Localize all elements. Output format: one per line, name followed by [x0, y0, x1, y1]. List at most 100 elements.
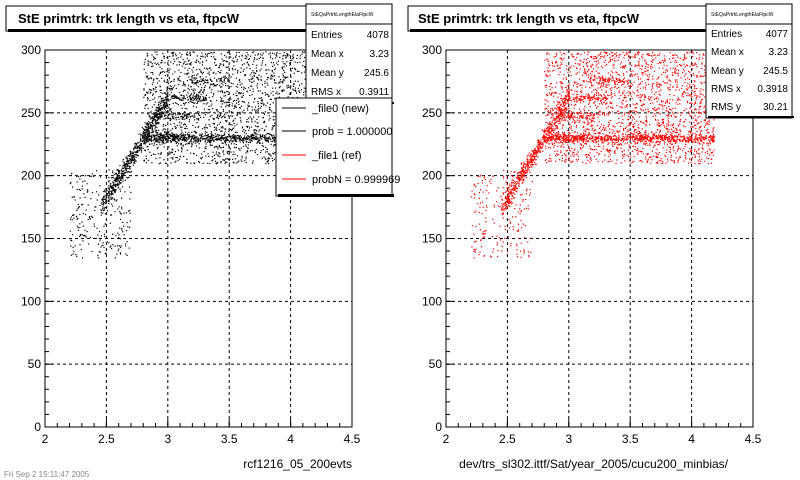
data-point: [527, 205, 529, 207]
data-point: [555, 86, 557, 88]
data-point: [250, 136, 252, 139]
data-point: [658, 124, 660, 126]
data-point: [76, 181, 78, 183]
data-point: [124, 167, 126, 169]
data-point: [165, 105, 167, 107]
data-point: [596, 91, 598, 93]
data-point: [682, 72, 684, 74]
data-point: [162, 134, 164, 136]
data-point: [586, 123, 588, 125]
data-point: [261, 92, 264, 94]
data-point: [594, 100, 596, 102]
data-point: [137, 151, 139, 153]
data-point: [149, 100, 151, 102]
data-point: [228, 150, 231, 152]
data-point: [132, 151, 134, 154]
data-point: [169, 109, 171, 111]
data-point: [601, 81, 603, 83]
data-point: [213, 58, 216, 60]
data-point: [137, 154, 139, 156]
data-point: [557, 154, 559, 156]
data-point: [696, 52, 698, 54]
data-point: [179, 155, 181, 157]
data-point: [513, 189, 515, 191]
data-point: [117, 177, 119, 179]
data-point: [232, 158, 234, 160]
data-point: [231, 60, 233, 62]
data-point: [556, 120, 558, 122]
data-point: [269, 153, 271, 155]
data-point: [604, 65, 606, 67]
data-point: [652, 138, 654, 140]
data-point: [618, 97, 620, 100]
data-point: [543, 141, 545, 143]
data-point: [255, 111, 257, 113]
data-point: [231, 124, 233, 126]
data-point: [246, 56, 248, 58]
data-point: [147, 78, 149, 80]
data-point: [282, 75, 284, 77]
data-point: [180, 126, 182, 128]
data-point: [144, 135, 146, 137]
data-point: [636, 132, 638, 134]
data-point: [570, 140, 572, 142]
data-point: [143, 89, 145, 91]
data-point: [596, 152, 598, 154]
data-point: [298, 90, 300, 92]
data-point: [242, 141, 244, 143]
data-point: [146, 128, 148, 130]
data-point: [213, 92, 215, 94]
data-point: [147, 60, 149, 62]
data-point: [232, 73, 234, 75]
data-point: [200, 158, 203, 160]
data-point: [146, 137, 148, 139]
data-point: [183, 137, 185, 139]
data-point: [229, 104, 231, 106]
data-point: [570, 139, 572, 141]
data-point: [690, 74, 692, 76]
data-point: [274, 115, 276, 118]
data-point: [146, 76, 148, 78]
data-point: [145, 137, 147, 139]
data-point: [159, 66, 161, 68]
data-point: [249, 80, 251, 82]
data-point: [473, 250, 475, 252]
data-point: [145, 104, 147, 106]
data-point: [532, 159, 534, 161]
data-point: [162, 70, 164, 72]
data-point: [199, 135, 201, 137]
data-point: [119, 253, 122, 255]
data-point: [214, 62, 216, 64]
data-point: [152, 98, 154, 101]
data-point: [606, 148, 609, 150]
data-point: [201, 87, 203, 89]
data-point: [118, 172, 120, 174]
data-point: [87, 190, 89, 192]
data-point: [264, 64, 267, 66]
data-point: [74, 199, 76, 201]
data-point: [184, 114, 186, 117]
data-point: [153, 113, 155, 115]
data-point: [195, 140, 197, 142]
data-point: [144, 129, 146, 131]
data-point: [233, 65, 235, 67]
data-point: [267, 133, 270, 135]
data-point: [159, 86, 161, 88]
data-point: [191, 77, 193, 79]
data-point: [261, 100, 263, 102]
data-point: [255, 148, 257, 150]
data-point: [700, 138, 702, 140]
data-point: [515, 186, 517, 188]
data-point: [219, 121, 222, 123]
data-point: [148, 128, 150, 130]
data-point: [115, 172, 117, 175]
data-point: [171, 151, 173, 153]
data-point: [193, 88, 195, 90]
data-point: [158, 109, 160, 111]
data-point: [177, 138, 179, 140]
data-point: [586, 136, 588, 138]
data-point: [205, 146, 207, 148]
data-point: [149, 123, 151, 125]
data-point: [286, 54, 288, 56]
data-point: [118, 245, 120, 247]
